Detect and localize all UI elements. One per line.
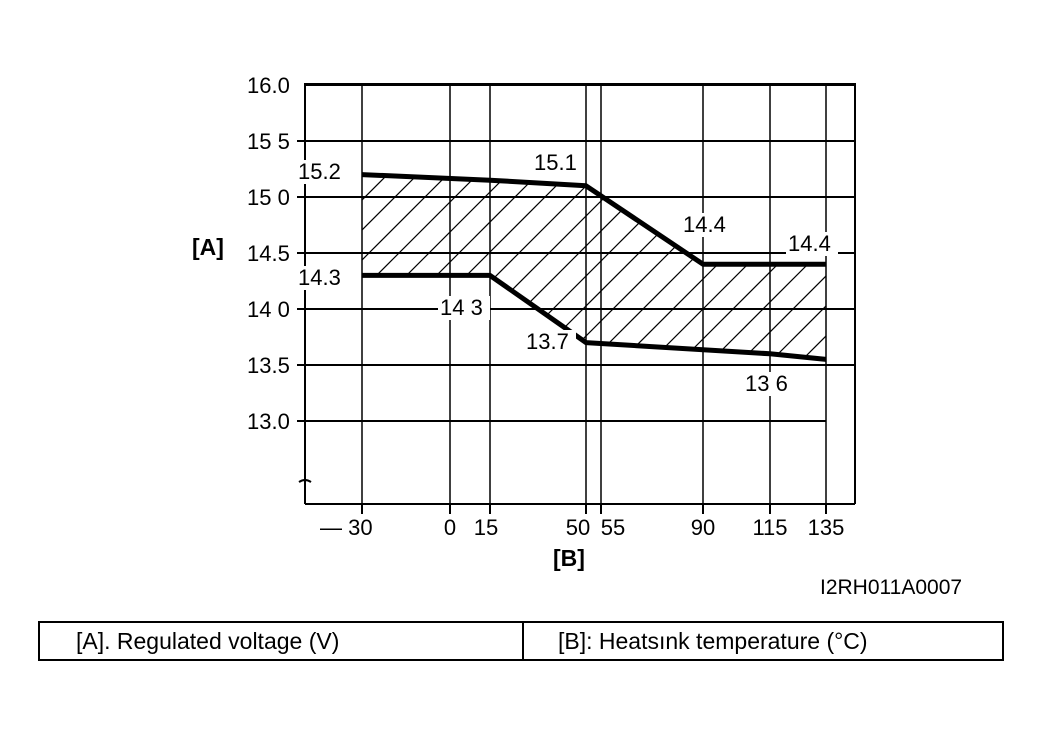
x-axis-letter: [B] (553, 545, 585, 571)
hatch-line (811, 174, 826, 360)
hatch-line (362, 174, 423, 360)
hatch-line (1022, 140, 1044, 380)
hatch-line (691, 174, 826, 360)
hatch-line (0, 140, 182, 380)
hatch-line (541, 174, 783, 360)
hatch-line (0, 140, 2, 380)
hatch-line (0, 140, 92, 380)
hatch-line (962, 140, 1044, 380)
hatch-line (781, 174, 826, 360)
hatch-line (842, 140, 1044, 380)
y-axis-letter: [A] (192, 234, 224, 260)
data-label: 15.1 (534, 150, 577, 175)
x-tick-label: 15 (474, 515, 498, 540)
plot-frame (304, 83, 856, 504)
legend-table: [A]. Regulated voltage (V) [B]: Heatsınk… (38, 621, 1004, 661)
hatch-line (0, 140, 212, 380)
x-tick-label: 0 (444, 515, 456, 540)
hatch-line (0, 140, 122, 380)
series-line-lower (362, 272, 827, 362)
legend-cell-b: [B]: Heatsınk temperature (°C) (558, 627, 868, 654)
data-label: 15.2 (298, 159, 341, 184)
y-tick-label: 13.5 (247, 353, 290, 378)
hatch-line (32, 140, 272, 380)
figure-code: I2RH011A0007 (820, 576, 963, 599)
hatch-line (2, 140, 242, 380)
data-label: 13 6 (745, 371, 788, 396)
data-label-bg (524, 330, 576, 354)
x-tick-label: 55 (601, 515, 625, 540)
data-label-bg (532, 151, 584, 175)
x-tick-label: — 30 (320, 515, 373, 540)
hatch-line (902, 140, 1044, 380)
x-tick-label: 115 (752, 515, 787, 540)
labels: 16.0 15 5 15 0 14.5 14 0 13.5 13.0 — 30 0 15 50 55 9… (192, 73, 844, 571)
y-tick-label: 13.0 (247, 409, 290, 434)
data-label: 14.4 (683, 212, 726, 237)
y-tick-label: 16.0 (247, 73, 290, 98)
axis-break-mark (298, 479, 312, 504)
data-label: 13.7 (526, 329, 569, 354)
hatch-line (932, 140, 1044, 380)
series-line-upper (361, 172, 826, 267)
data-label: 14.3 (298, 265, 341, 290)
hatch-line (751, 174, 826, 360)
hatched-region (0, 140, 1044, 380)
x-tick-label: 135 (808, 515, 845, 540)
data-label: 14 3 (440, 295, 483, 320)
hatch-line (0, 140, 62, 380)
hatch-line (362, 174, 453, 360)
series-lines (361, 172, 827, 362)
y-tick-label: 15 5 (247, 129, 290, 154)
hatch-line (872, 140, 1044, 380)
data-label-bg (296, 266, 348, 290)
grid (297, 83, 856, 514)
hatch-line (631, 174, 826, 360)
legend-cell-a: [A]. Regulated voltage (V) (40, 623, 524, 659)
hatch-line (0, 140, 152, 380)
hatch-line (992, 140, 1044, 380)
data-label: 14.4 (788, 231, 831, 256)
y-tick-label: 15 0 (247, 185, 290, 210)
x-tick-label: 90 (691, 515, 715, 540)
y-tick-label: 14 0 (247, 297, 290, 322)
data-label-bg (786, 232, 838, 256)
data-label-bg (743, 372, 795, 396)
data-label-bg (681, 213, 733, 237)
data-label-bg (296, 160, 348, 184)
data-label-bg (438, 296, 490, 320)
x-tick-label: 50 (566, 515, 590, 540)
hatch-line (721, 174, 826, 360)
y-tick-label: 14.5 (247, 241, 290, 266)
hatch-line (0, 140, 32, 380)
